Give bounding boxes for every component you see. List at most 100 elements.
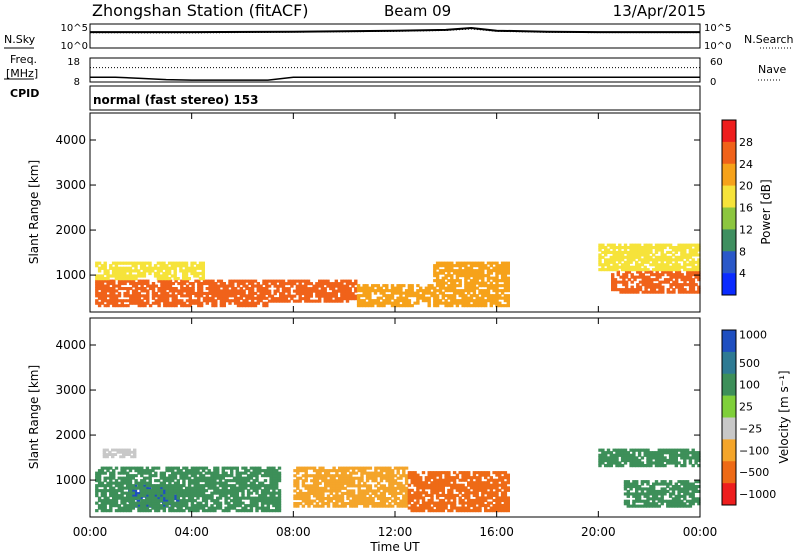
echo-cell	[444, 501, 448, 505]
echo-cell	[666, 448, 670, 452]
echo-cell	[176, 501, 180, 505]
echo-cell	[190, 269, 194, 273]
echo-cell	[598, 260, 602, 264]
echo-cell	[120, 279, 124, 283]
echo-cell	[452, 498, 457, 502]
velocity-echoes	[95, 448, 701, 513]
echo-cell	[348, 282, 352, 286]
echo-cell	[612, 461, 616, 465]
echo-cell	[438, 483, 443, 487]
echo-cell	[484, 284, 488, 288]
echo-cell	[329, 489, 333, 493]
echo-cell	[433, 286, 437, 290]
echo-cell	[304, 282, 308, 286]
echo-cell	[694, 253, 698, 257]
echo-cell	[174, 279, 178, 283]
echo-cell	[131, 301, 136, 305]
echo-cell	[174, 296, 178, 300]
echo-cell	[97, 479, 102, 483]
echo-cell	[371, 489, 375, 493]
echo-cell	[95, 274, 99, 278]
echo-cell	[661, 285, 665, 289]
echo-cell	[697, 268, 701, 272]
echo-cell	[495, 266, 499, 270]
echo-cell	[117, 494, 121, 498]
echo-cell	[615, 253, 619, 257]
echo-cell	[654, 492, 659, 496]
echo-cell	[103, 294, 107, 298]
echo-cell	[697, 456, 701, 460]
echo-cell	[188, 299, 192, 303]
echo-cell	[142, 504, 147, 508]
echo-cell	[649, 492, 653, 496]
echo-cell	[266, 486, 270, 490]
echo-cell	[225, 299, 229, 303]
echo-cell	[627, 288, 632, 292]
echo-cell	[390, 296, 395, 300]
echo-cell	[680, 502, 684, 506]
echo-cell	[284, 297, 288, 301]
echo-cell	[323, 292, 327, 296]
echo-cell	[438, 481, 443, 485]
echo-cell	[650, 270, 654, 274]
echo-cell	[365, 499, 370, 503]
echo-cell	[296, 486, 300, 490]
echo-cell	[371, 284, 375, 288]
echo-cell	[391, 474, 395, 478]
echo-cell	[407, 488, 412, 492]
echo-cell	[318, 471, 322, 475]
echo-cell	[450, 261, 454, 265]
echo-cell	[626, 453, 630, 457]
echo-cell	[481, 501, 485, 505]
noise-left-tick: 10^5	[61, 23, 88, 34]
echo-cell	[484, 483, 488, 487]
echo-cell	[650, 273, 654, 277]
echo-cell	[652, 263, 656, 267]
echo-cell	[133, 484, 138, 488]
cpid-strip: normal (fast stereo) 153	[89, 85, 701, 111]
echo-cell	[100, 466, 105, 470]
echo-cell	[609, 456, 613, 460]
echo-cell	[424, 486, 429, 490]
echo-cell	[438, 269, 443, 273]
echo-cell	[136, 504, 140, 508]
echo-cell	[109, 489, 113, 493]
echo-cell	[145, 509, 150, 513]
echo-cell	[213, 506, 217, 510]
echo-cell	[349, 471, 353, 475]
echo-cell	[163, 299, 167, 303]
echo-cell	[618, 260, 622, 264]
echo-cell	[188, 287, 192, 291]
echo-cell	[218, 484, 223, 488]
echo-cell	[500, 266, 505, 270]
echo-cell	[424, 299, 429, 303]
echo-cell	[275, 509, 279, 513]
echo-cell	[338, 474, 342, 478]
echo-cell	[421, 496, 426, 500]
echo-cell	[416, 483, 420, 487]
noise-left-tick: 10^0	[61, 41, 88, 52]
echo-cell	[324, 486, 328, 490]
echo-cell	[618, 258, 622, 262]
echo-cell	[343, 486, 347, 490]
echo-cell	[199, 484, 203, 488]
echo-cell	[167, 277, 172, 281]
echo-cell	[123, 294, 127, 298]
echo-cell	[461, 493, 465, 497]
echo-cell	[145, 269, 149, 273]
echo-cell	[435, 486, 440, 490]
echo-cell	[481, 299, 485, 303]
echo-cell	[685, 492, 690, 496]
echo-cell	[222, 284, 226, 288]
echo-cell	[399, 476, 403, 480]
echo-cell	[262, 287, 266, 291]
echo-cell	[435, 261, 440, 265]
echo-cell	[615, 255, 619, 259]
echo-cell	[674, 263, 678, 267]
echo-cell	[338, 504, 342, 508]
echo-cell	[160, 296, 164, 300]
echo-cell	[683, 451, 687, 455]
echo-cell	[360, 466, 364, 470]
echo-cell	[402, 471, 406, 475]
echo-cell	[668, 482, 673, 486]
